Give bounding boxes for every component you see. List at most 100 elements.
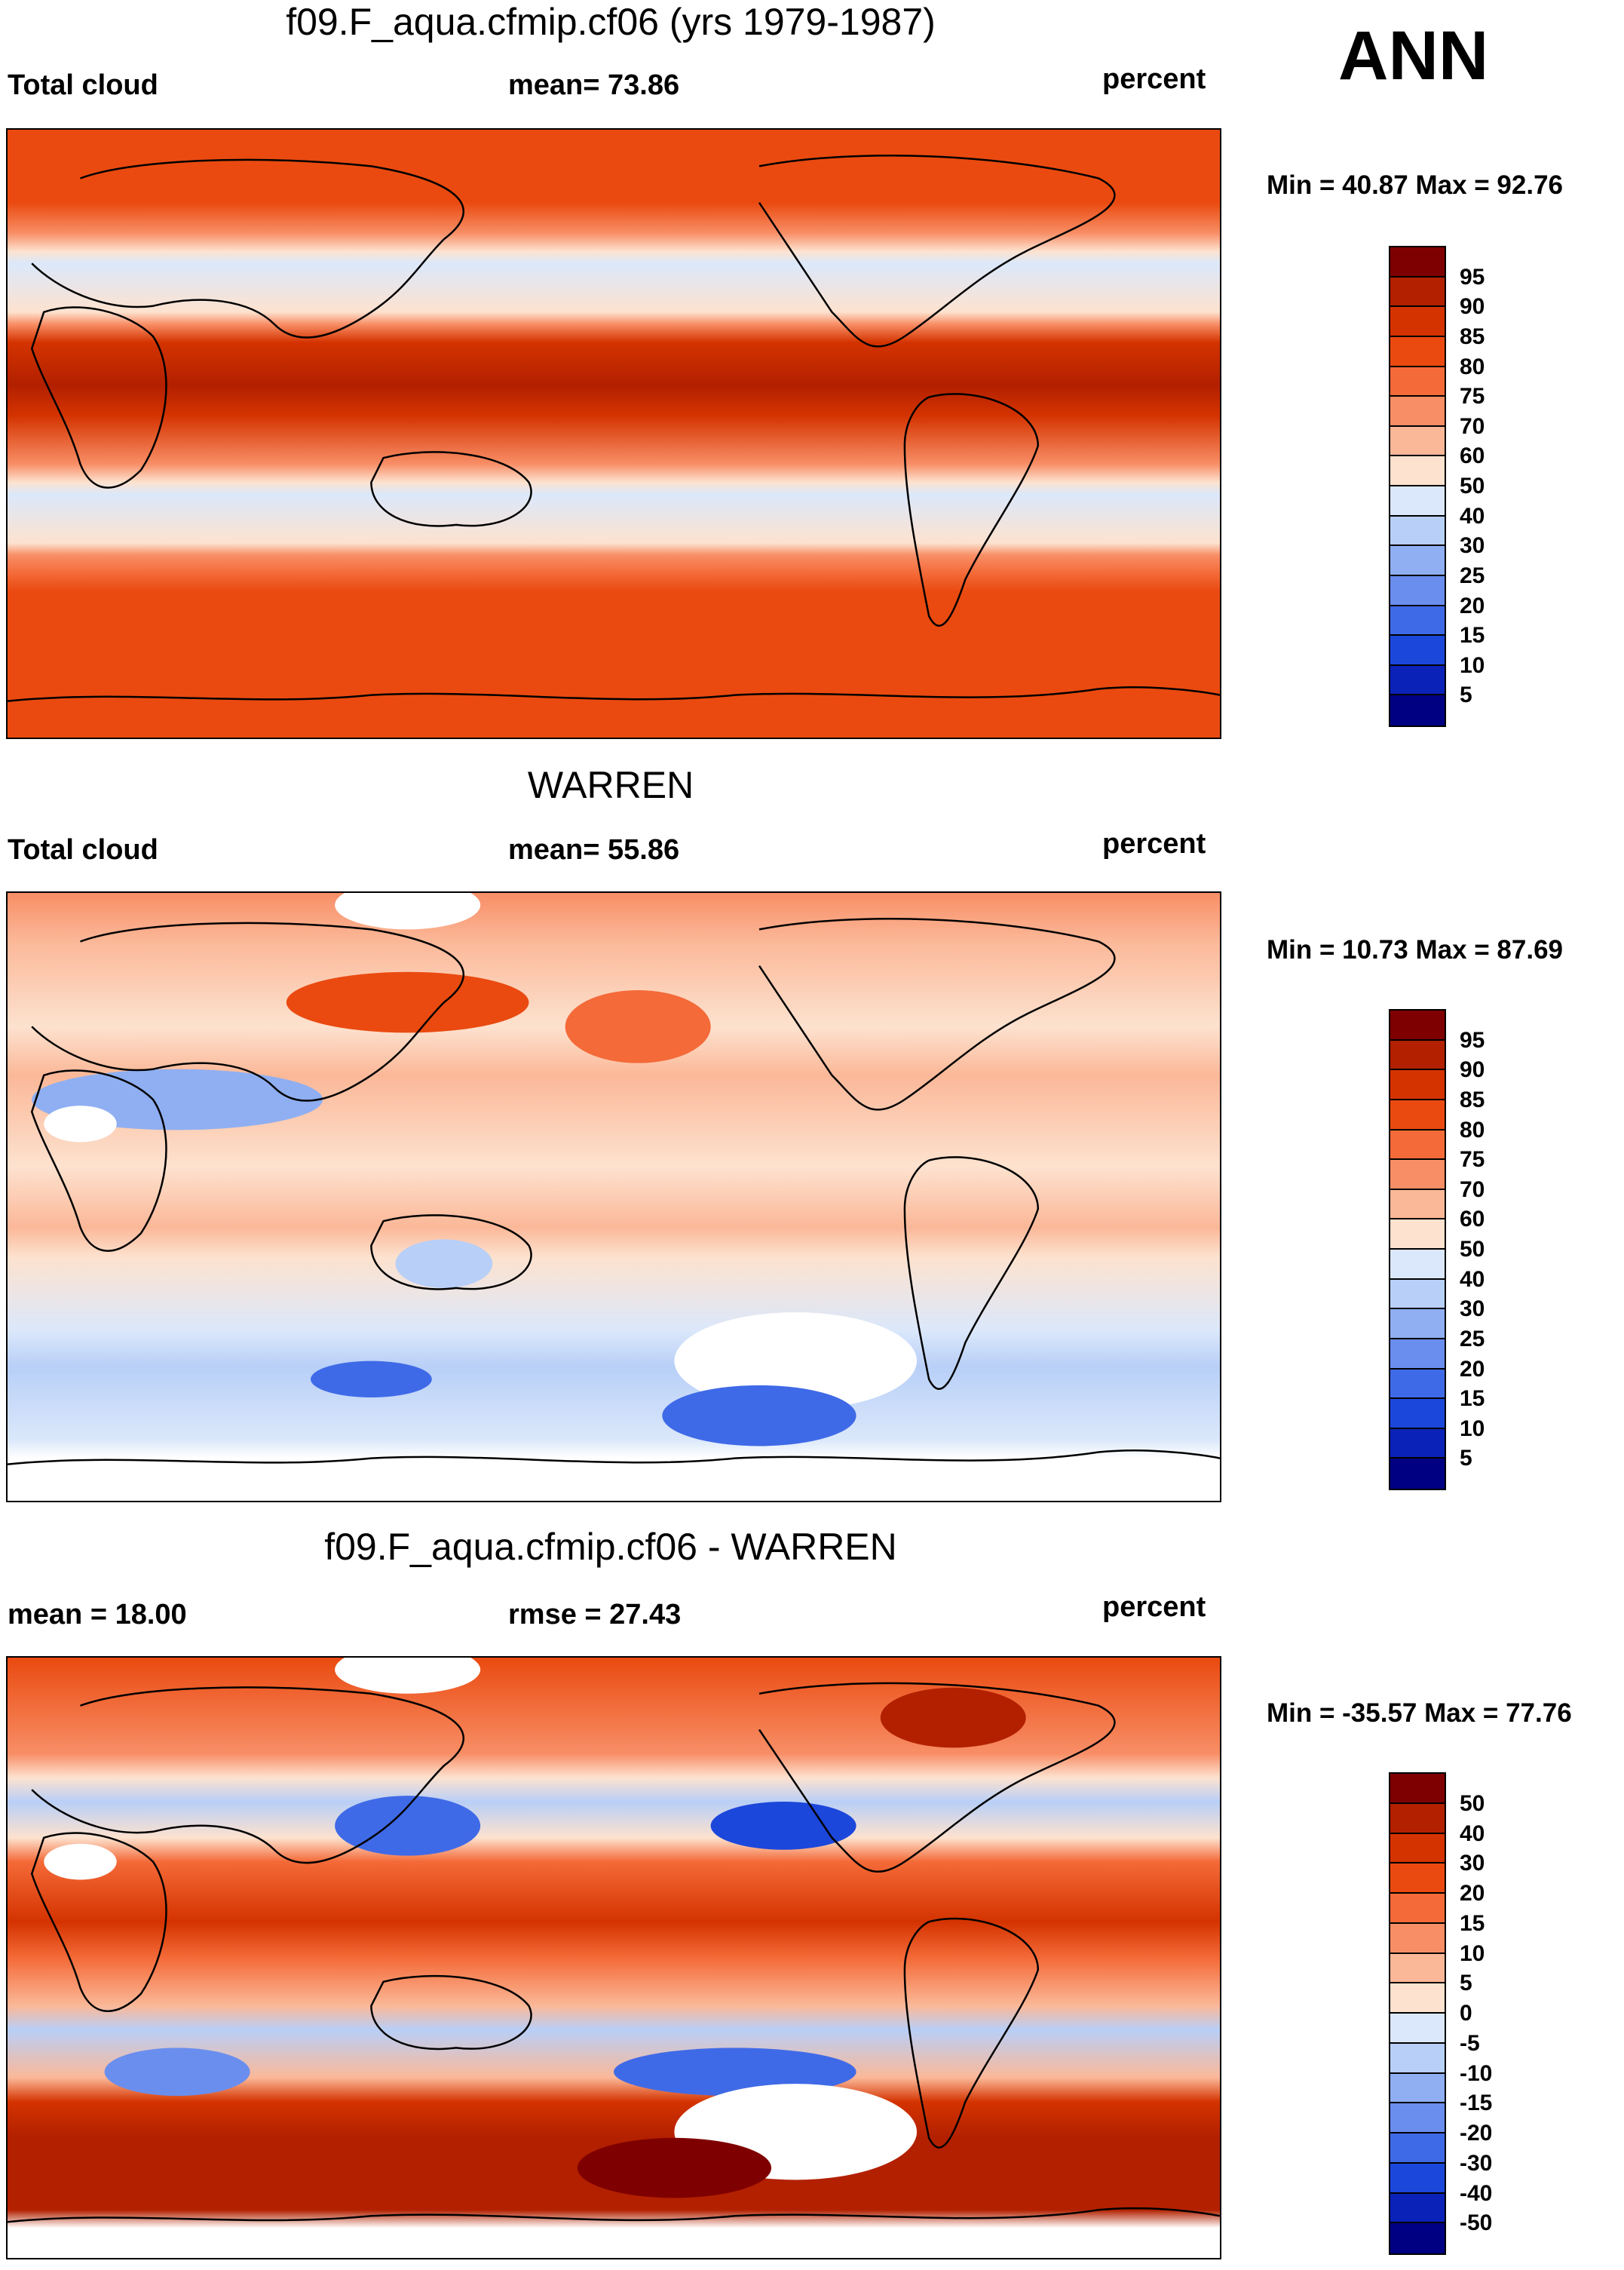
coastline [758, 1682, 1116, 1873]
colorbar-tick-label: 80 [1460, 1117, 1485, 1143]
colorbar-tick-label: -40 [1460, 2180, 1493, 2206]
colorbar-swatch [1390, 1774, 1445, 1804]
colorbar-tick-label: 5 [1460, 683, 1472, 708]
panel-3-title: f09.F_aqua.cfmip.cf06 - WARREN [324, 1526, 897, 1568]
colorbar-swatch [1390, 2223, 1445, 2253]
colorbar-tick-label: 40 [1460, 1266, 1485, 1292]
colorbar-tick-label: 25 [1460, 563, 1485, 588]
field-anomaly-region [880, 1687, 1026, 1748]
colorbar-tick-label: 20 [1460, 1356, 1485, 1382]
colorbar-swatch [1390, 1803, 1445, 1834]
panel-1-title: f09.F_aqua.cfmip.cf06 (yrs 1979-1987) [286, 1, 936, 43]
colorbar-tick-label: 40 [1460, 1821, 1485, 1846]
panel-3-colorbar [1389, 1772, 1446, 2255]
colorbar-swatch [1390, 1130, 1445, 1161]
colorbar-swatch [1390, 1459, 1445, 1489]
colorbar-tick-label: 50 [1460, 1237, 1485, 1262]
colorbar-tick-label: 95 [1460, 1027, 1485, 1053]
colorbar-swatch [1390, 606, 1445, 637]
colorbar-swatch [1390, 486, 1445, 517]
colorbar-swatch [1390, 1983, 1445, 2014]
colorbar-tick-label: 75 [1460, 384, 1485, 410]
field-shading [8, 893, 1220, 1501]
colorbar-swatch [1390, 2163, 1445, 2194]
colorbar-swatch [1390, 2073, 1445, 2104]
coastline [31, 158, 464, 339]
coastline [30, 306, 167, 489]
colorbar-swatch [1390, 1833, 1445, 1864]
coastline [903, 1156, 1040, 1390]
panel-2-field [8, 893, 1220, 1501]
field-anomaly-region [335, 1796, 481, 1856]
colorbar-tick-label: 85 [1460, 1087, 1485, 1112]
colorbar-tick-label: -15 [1460, 2091, 1493, 2116]
coastline [903, 1917, 1040, 2149]
panel-1-map [6, 128, 1221, 739]
colorbar-swatch [1390, 1279, 1445, 1310]
colorbar-tick-label: 60 [1460, 1207, 1485, 1232]
panel-3-map [6, 1656, 1221, 2259]
colorbar-swatch [1390, 2103, 1445, 2133]
colorbar-swatch [1390, 575, 1445, 606]
field-anomaly-region [565, 989, 711, 1063]
colorbar-swatch [1390, 1100, 1445, 1130]
coastline [8, 1449, 1220, 1465]
colorbar-swatch [1390, 1309, 1445, 1339]
colorbar-swatch [1390, 1160, 1445, 1190]
colorbar-tick-label: 75 [1460, 1147, 1485, 1173]
colorbar-swatch [1390, 695, 1445, 725]
colorbar-tick-label: 10 [1460, 1416, 1485, 1441]
colorbar-swatch [1390, 1339, 1445, 1370]
panel-1-field [8, 130, 1220, 738]
colorbar-tick-label: -5 [1460, 2030, 1480, 2056]
panel-2-title: WARREN [527, 764, 694, 806]
coastline [30, 1069, 167, 1252]
colorbar-tick-label: 30 [1460, 1296, 1485, 1322]
colorbar-swatch [1390, 307, 1445, 337]
coastline [370, 1974, 532, 2051]
panel-2-colorbar [1389, 1009, 1446, 1490]
colorbar-tick-label: 5 [1460, 1446, 1472, 1471]
colorbar-swatch [1390, 516, 1445, 547]
coastline [370, 451, 532, 527]
colorbar-swatch [1390, 1250, 1445, 1280]
colorbar-swatch [1390, 397, 1445, 427]
colorbar-swatch [1390, 367, 1445, 397]
panel-2-map [6, 891, 1221, 1502]
colorbar-tick-label: 10 [1460, 1940, 1485, 1966]
colorbar-tick-label: -50 [1460, 2210, 1493, 2236]
coastline [8, 2207, 1220, 2223]
panel-1-minmax: Min = 40.87 Max = 92.76 [1267, 170, 1564, 200]
colorbar-swatch [1390, 426, 1445, 457]
colorbar-tick-label: 90 [1460, 294, 1485, 320]
colorbar-swatch [1390, 546, 1445, 576]
colorbar-swatch [1390, 2014, 1445, 2044]
coastline [8, 686, 1220, 702]
coastline [370, 1214, 532, 1290]
colorbar-swatch [1390, 2193, 1445, 2224]
panel-1-units: percent [1102, 63, 1206, 95]
colorbar-tick-label: 40 [1460, 503, 1485, 529]
panel-1-mean: mean= 73.86 [508, 69, 680, 101]
coastline [758, 155, 1116, 348]
colorbar-swatch [1390, 1894, 1445, 1924]
colorbar-swatch [1390, 1864, 1445, 1894]
colorbar-swatch [1390, 456, 1445, 486]
field-anomaly-region [662, 1385, 856, 1446]
panel-1-variable: Total cloud [8, 69, 158, 101]
panel-2-minmax: Min = 10.73 Max = 87.69 [1267, 935, 1564, 965]
colorbar-tick-label: -20 [1460, 2121, 1493, 2146]
colorbar-tick-label: 95 [1460, 264, 1485, 290]
field-anomaly-region [44, 1843, 117, 1880]
colorbar-tick-label: 80 [1460, 354, 1485, 379]
colorbar-swatch [1390, 336, 1445, 367]
field-anomaly-region [286, 971, 529, 1033]
coastline [903, 393, 1040, 627]
colorbar-swatch [1390, 665, 1445, 696]
colorbar-swatch [1390, 1428, 1445, 1459]
colorbar-tick-label: 15 [1460, 1910, 1485, 1936]
coastline [31, 1686, 464, 1864]
colorbar-swatch [1390, 1219, 1445, 1250]
colorbar-swatch [1390, 277, 1445, 308]
field-anomaly-region [44, 1106, 117, 1143]
